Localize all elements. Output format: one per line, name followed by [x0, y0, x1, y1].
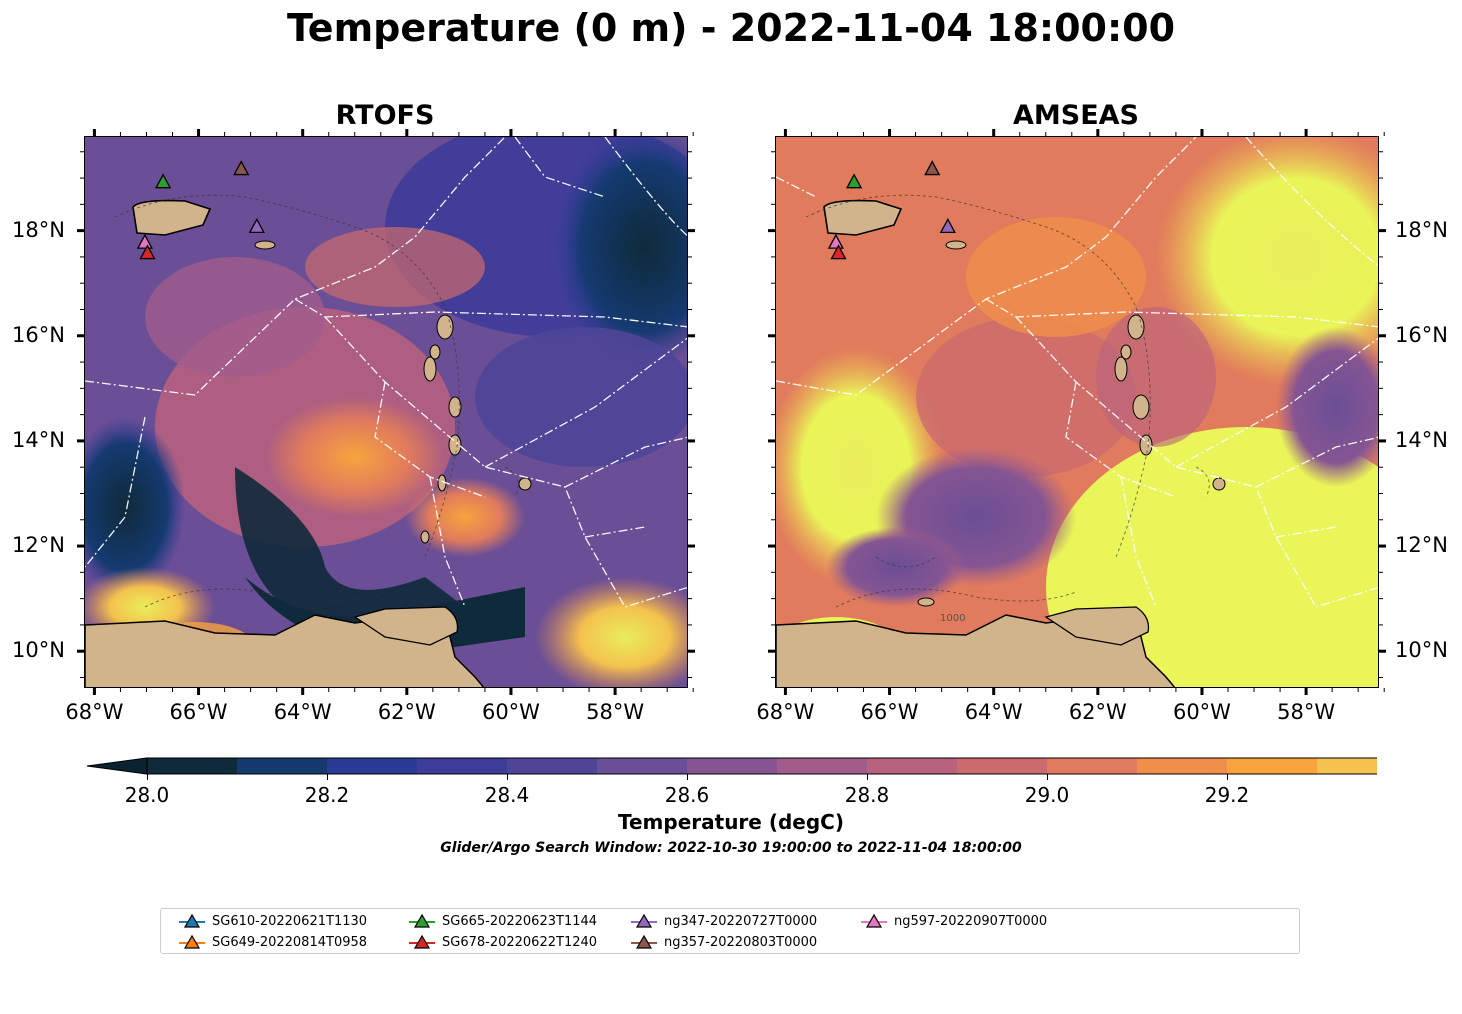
legend-marker-icon [631, 913, 657, 928]
legend-label: SG649-20220814T0958 [212, 934, 368, 950]
colorbar-tick-mark [1047, 774, 1048, 780]
legend: SG610-20220621T1130 SG649-20220814T0958 … [160, 908, 1300, 954]
lat-tick-label: 10°N [12, 638, 65, 663]
lon-tick-label: 64°W [273, 700, 332, 724]
legend-label: ng347-20220727T0000 [664, 913, 818, 929]
colorbar-tick-label: 28.6 [664, 783, 710, 807]
lat-tick-label: 14°N [12, 427, 65, 452]
amseas-map-canvas: 1000 [776, 137, 1378, 687]
colorbar-bin [777, 758, 867, 774]
legend-marker-icon [409, 913, 435, 928]
colorbar-tick-mark [327, 774, 328, 780]
lon-tick-label: 66°W [860, 700, 919, 724]
legend-marker-icon [631, 934, 657, 949]
lat-tick-label: 12°N [1395, 533, 1448, 558]
glider-marker[interactable] [233, 160, 250, 176]
legend-marker-icon [179, 913, 205, 928]
lon-tick-label: 62°W [1068, 700, 1127, 724]
glider-marker[interactable] [155, 173, 172, 189]
legend-item: ng357-20220803T0000 [631, 934, 817, 950]
legend-marker-icon [409, 934, 435, 949]
lon-tick-label: 66°W [169, 700, 228, 724]
glider-marker[interactable] [139, 244, 156, 260]
legend-label: ng597-20220907T0000 [894, 913, 1048, 929]
legend-label: ng357-20220803T0000 [664, 934, 818, 950]
lat-tick-label: 18°N [12, 217, 65, 242]
lat-tick-label: 14°N [1395, 427, 1448, 452]
glider-marker[interactable] [924, 160, 941, 176]
legend-label: SG610-20220621T1130 [212, 913, 368, 929]
legend-item: SG610-20220621T1130 [179, 913, 367, 929]
lon-tick-label: 62°W [377, 700, 436, 724]
colorbar-tick-label: 29.0 [1024, 783, 1070, 807]
colorbar [86, 757, 1377, 775]
glider-marker[interactable] [136, 233, 153, 249]
search-window-text: Glider/Argo Search Window: 2022-10-30 19… [440, 840, 1022, 856]
legend-item: SG649-20220814T0958 [179, 934, 367, 950]
colorbar-tick-mark [507, 774, 508, 780]
colorbar-bin [687, 758, 777, 774]
colorbar-bin [507, 758, 597, 774]
colorbar-tick-mark [147, 774, 148, 780]
colorbar-tick-mark [867, 774, 868, 780]
colorbar-bin [147, 758, 237, 774]
contour-label: 1000 [940, 613, 965, 624]
rtofs-map-canvas [85, 137, 687, 687]
colorbar-outline [146, 757, 1377, 775]
colorbar-tick-label: 28.2 [304, 783, 350, 807]
amseas-map: 1000 [775, 136, 1379, 688]
lat-tick-label: 18°N [1395, 217, 1448, 242]
colorbar-bin [237, 758, 327, 774]
legend-marker-icon [179, 934, 205, 949]
colorbar-bin [1137, 758, 1227, 774]
glider-marker[interactable] [830, 244, 847, 260]
legend-label: SG665-20220623T1144 [442, 913, 598, 929]
legend-item: ng347-20220727T0000 [631, 913, 817, 929]
colorbar-bin [417, 758, 507, 774]
lon-tick-label: 60°W [1172, 700, 1231, 724]
glider-marker[interactable] [939, 218, 956, 234]
panel-title-rtofs: RTOFS [335, 100, 435, 131]
lon-tick-label: 58°W [1277, 700, 1336, 724]
colorbar-tick-label: 28.0 [124, 783, 170, 807]
legend-item: SG665-20220623T1144 [409, 913, 597, 929]
glider-marker[interactable] [846, 173, 863, 189]
lon-tick-label: 64°W [964, 700, 1023, 724]
lat-tick-label: 12°N [12, 533, 65, 558]
glider-marker[interactable] [248, 218, 265, 234]
figure-title: Temperature (0 m) - 2022-11-04 18:00:00 [286, 6, 1176, 50]
legend-label: SG678-20220622T1240 [442, 934, 598, 950]
colorbar-tick-label: 28.4 [484, 783, 530, 807]
colorbar-bin [597, 758, 687, 774]
colorbar-tick-mark [1227, 774, 1228, 780]
colorbar-tick-label: 28.8 [844, 783, 890, 807]
lat-tick-label: 16°N [1395, 322, 1448, 347]
glider-marker[interactable] [827, 233, 844, 249]
lon-tick-label: 60°W [481, 700, 540, 724]
colorbar-bin [867, 758, 957, 774]
colorbar-bin [1047, 758, 1137, 774]
legend-item: SG678-20220622T1240 [409, 934, 597, 950]
colorbar-bin [327, 758, 417, 774]
amseas-glider-markers [827, 160, 956, 260]
legend-marker-icon [861, 913, 887, 928]
colorbar-bin [1317, 758, 1377, 774]
colorbar-label: Temperature (degC) [618, 810, 844, 834]
colorbar-tick-mark [687, 774, 688, 780]
lat-tick-label: 10°N [1395, 638, 1448, 663]
lat-tick-label: 16°N [12, 322, 65, 347]
panel-title-amseas: AMSEAS [1013, 100, 1139, 131]
rtofs-glider-markers [136, 160, 265, 260]
rtofs-map [84, 136, 688, 688]
lon-tick-label: 68°W [65, 700, 124, 724]
colorbar-extend-low [86, 757, 148, 775]
colorbar-bin [957, 758, 1047, 774]
legend-item: ng597-20220907T0000 [861, 913, 1047, 929]
lon-tick-label: 68°W [756, 700, 815, 724]
lon-tick-label: 58°W [586, 700, 645, 724]
colorbar-tick-label: 29.2 [1204, 783, 1250, 807]
colorbar-bin [1227, 758, 1317, 774]
